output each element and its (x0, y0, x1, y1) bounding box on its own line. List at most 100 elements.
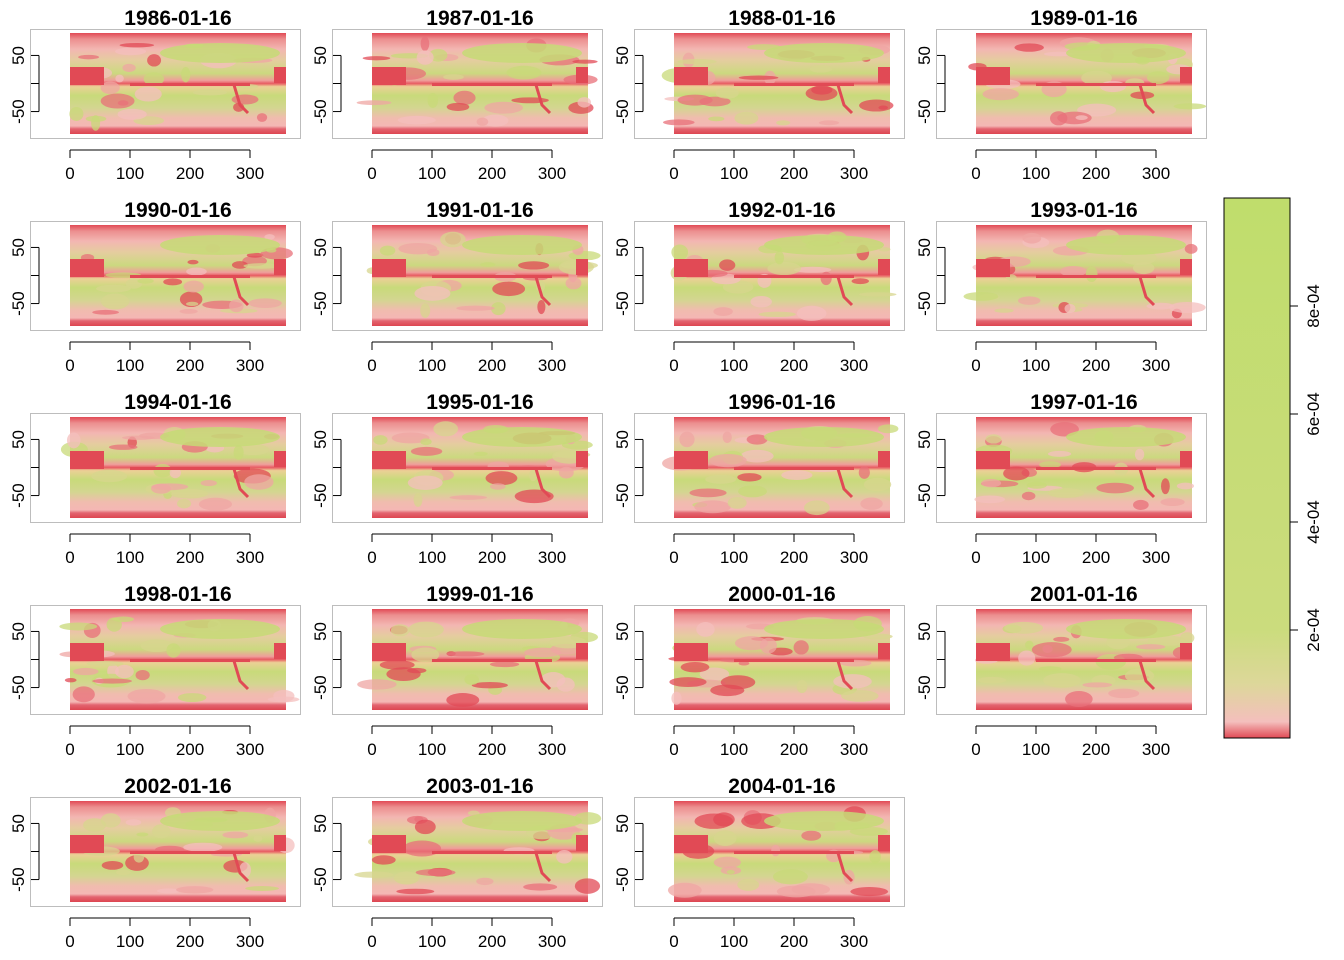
panel-title: 1990-01-16 (124, 199, 231, 222)
raster-patch (464, 674, 480, 685)
x-tick-label: 0 (971, 740, 980, 759)
raster-patch (231, 261, 248, 269)
raster-patch (1036, 467, 1156, 470)
raster-patch (541, 672, 566, 688)
x-axis: 0 100 200 300 (669, 725, 868, 759)
raster-patch (577, 97, 592, 108)
raster-patch (156, 888, 181, 894)
raster-patch (232, 852, 250, 883)
raster-patch (674, 835, 708, 853)
raster-patch (229, 299, 244, 313)
raster-patch (529, 469, 538, 482)
y-tick-label: -50 (311, 99, 330, 124)
raster-patch (166, 643, 181, 658)
y-axis: -50 50 (915, 430, 946, 508)
raster-patch (143, 72, 165, 86)
map-panel: 1998-01-16 0 100 200 300 -50 50 (9, 583, 301, 759)
x-axis: 0 100 200 300 (367, 533, 566, 567)
raster-patch (83, 818, 107, 832)
raster-patch (432, 467, 552, 470)
x-axis: 0 100 200 300 (669, 917, 868, 951)
raster-patch (809, 65, 833, 73)
map-panel: 1991-01-16 0 100 200 300 -50 50 (311, 199, 603, 375)
raster-patch (125, 819, 142, 826)
raster-patch (476, 877, 494, 886)
raster-patch (386, 667, 421, 681)
raster-patch (737, 878, 760, 891)
x-tick-label: 0 (669, 164, 678, 183)
raster-patch (426, 248, 440, 257)
raster-patch (420, 438, 432, 446)
x-tick-label: 200 (1082, 548, 1110, 567)
raster-patch (432, 83, 552, 86)
y-axis: -50 50 (311, 814, 342, 892)
raster-patch (140, 639, 173, 653)
raster-patch (232, 468, 250, 499)
y-axis: -50 50 (9, 430, 40, 508)
y-tick-label: -50 (9, 867, 28, 892)
raster-patch (963, 291, 999, 301)
y-tick-label: 50 (311, 46, 330, 65)
y-tick-label: 50 (9, 46, 28, 65)
raster-patch (818, 120, 840, 126)
raster-patch (878, 835, 890, 851)
raster-texture (668, 616, 893, 705)
panel-title: 2001-01-16 (1030, 583, 1137, 606)
x-tick-label: 200 (780, 164, 808, 183)
x-tick-label: 0 (971, 548, 980, 567)
raster-patch (122, 63, 136, 72)
x-tick-label: 0 (65, 356, 74, 375)
x-axis: 0 100 200 300 (669, 533, 868, 567)
raster-patch (734, 467, 854, 470)
panel-title: 2000-01-16 (728, 583, 835, 606)
x-tick-label: 100 (1022, 164, 1050, 183)
panel-title: 1998-01-16 (124, 583, 231, 606)
raster-patch (274, 451, 286, 467)
raster-patch (200, 480, 217, 487)
raster-patch (443, 74, 464, 80)
raster-patch (1180, 259, 1192, 275)
raster-patch (429, 48, 448, 62)
y-axis: -50 50 (613, 46, 644, 124)
map-panel: 1989-01-16 0 100 200 300 -50 50 (915, 7, 1207, 183)
raster-texture (70, 807, 295, 894)
x-tick-label: 100 (418, 932, 446, 951)
x-tick-label: 300 (538, 932, 566, 951)
raster-patch (411, 647, 440, 663)
raster-patch (151, 483, 189, 491)
raster-patch (256, 113, 268, 122)
raster-patch (694, 500, 731, 514)
raster-patch (1021, 491, 1036, 501)
map-panel: 1988-01-16 0 100 200 300 -50 50 (613, 7, 905, 183)
raster-patch (446, 102, 470, 111)
raster-patch (181, 67, 191, 83)
raster-patch (485, 471, 518, 486)
x-tick-label: 100 (418, 356, 446, 375)
raster-patch (192, 89, 228, 96)
raster-patch (70, 451, 104, 469)
raster-patch (245, 886, 279, 891)
raster-texture (70, 234, 293, 315)
raster-patch (841, 690, 879, 702)
raster-patch (117, 108, 147, 120)
raster-patch (715, 87, 739, 99)
raster-patch (506, 65, 542, 80)
raster-patch (982, 88, 1019, 101)
x-tick-label: 0 (65, 548, 74, 567)
raster-patch (135, 670, 150, 681)
raster-patch (773, 869, 808, 885)
x-tick-label: 200 (478, 356, 506, 375)
raster-patch (976, 451, 1010, 469)
map-panel: 1987-01-16 0 100 200 300 -50 50 (311, 7, 603, 183)
raster-patch (781, 470, 813, 481)
raster-texture (59, 616, 300, 704)
panel-title: 1991-01-16 (426, 199, 533, 222)
raster-texture (366, 231, 601, 318)
x-axis: 0 100 200 300 (367, 149, 566, 183)
raster-patch (738, 75, 779, 80)
colorbar-legend: 2e-04 4e-04 6e-04 8e-04 (1223, 197, 1323, 739)
raster-texture (69, 43, 286, 131)
raster-patch (746, 434, 768, 445)
raster-patch (764, 427, 884, 447)
